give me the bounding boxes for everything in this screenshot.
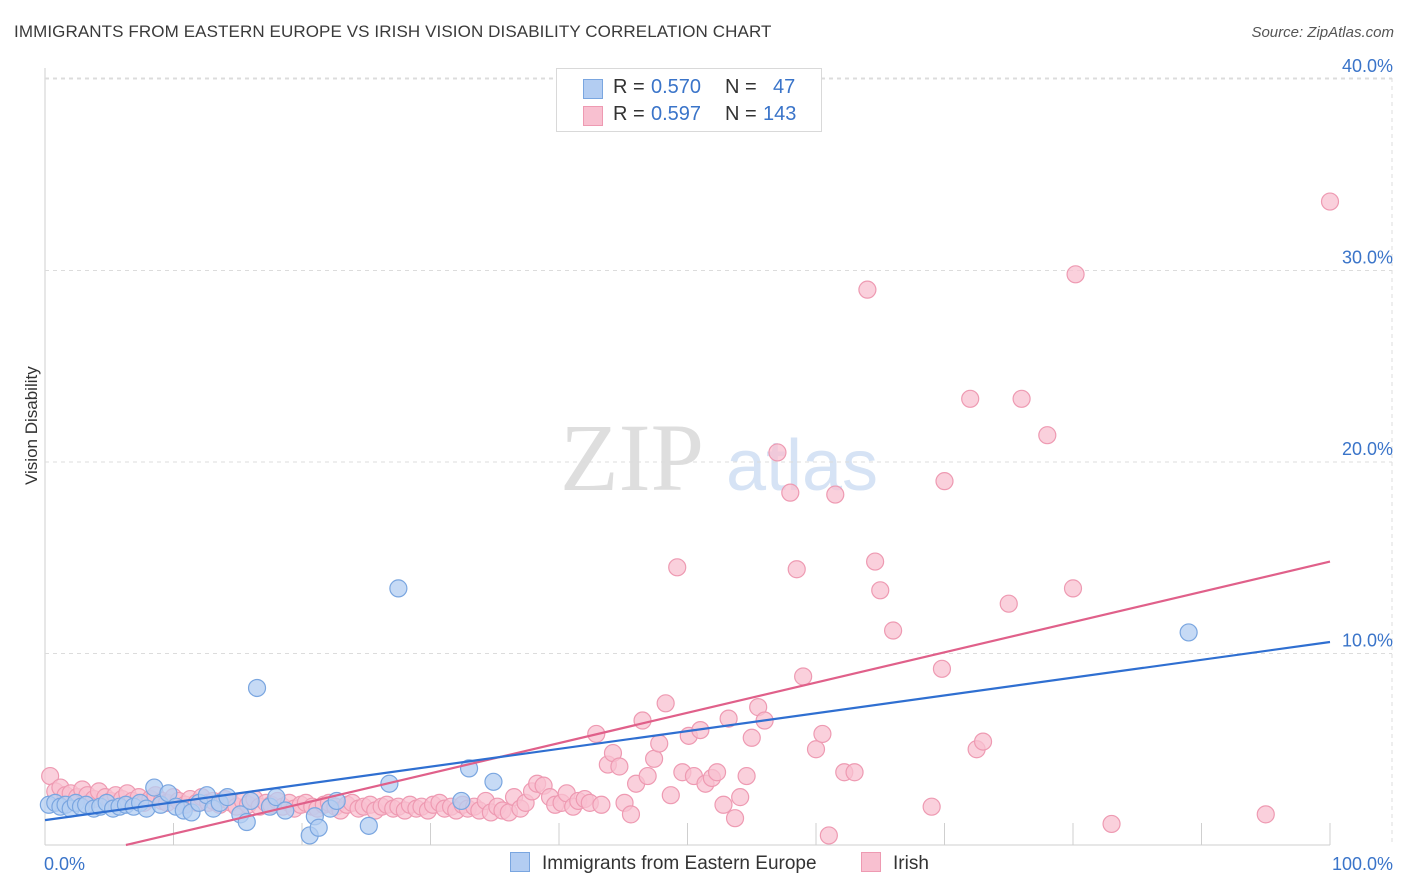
legend-r-label: R = [613,76,645,98]
pink-point [1066,265,1085,284]
pink-point [819,826,838,845]
legend-swatch-pink [583,106,603,126]
bottom-legend-pink: Irish [861,852,929,875]
pink-point [935,472,954,491]
pink-point [737,766,756,786]
watermark-atlas: atlas [726,426,878,506]
pink-point [1063,579,1083,598]
pink-point [806,740,826,759]
pink-point [883,621,903,640]
pink-point [610,757,629,776]
blue-point [389,579,408,598]
blue-trend-line [44,640,1331,822]
pink-point [633,711,652,730]
pink-point [719,709,738,728]
legend-r-label: R = [613,103,645,125]
pink-point [1320,192,1340,211]
pink-point [973,732,993,751]
legend-r-value: 0.570 [651,76,702,98]
pink-point [845,763,864,782]
y-tick-label: 20.0% [1342,439,1393,459]
pink-point [1102,814,1121,834]
pink-point [999,594,1018,613]
x-tick-label: 100.0% [1332,854,1393,874]
legend-n-label: N = [725,103,757,125]
pink-point [826,485,845,504]
bottom-legend-swatch-blue [510,852,530,872]
pink-point [787,560,806,579]
y-tick-label: 40.0% [1342,56,1393,76]
legend-n-label: N = [725,76,757,98]
watermark-zip: ZIP [560,404,704,511]
bottom-legend-blue: Immigrants from Eastern Europe [510,852,817,875]
pink-point [714,795,733,814]
pink-point [592,795,611,814]
pink-point [1038,426,1057,445]
x-tick-label: 0.0% [44,854,85,874]
bottom-legend-swatch-pink [861,852,881,872]
pink-point [794,667,813,686]
legend-stats: R = 0.570 N = 47 R = 0.597 N = 143 [556,68,822,132]
blue-point [276,801,295,820]
blue-point [309,818,328,837]
pink-point [621,805,641,824]
pink-point [644,749,664,768]
pink-point [813,724,832,744]
pink-point [650,734,669,753]
legend-r-value: 0.597 [651,103,702,125]
legend-swatch-blue [583,79,603,99]
blue-point [1179,623,1198,642]
pink-point [731,788,750,807]
pink-trend-line [125,560,1331,847]
pink-point [661,786,680,805]
blue-point [247,678,267,698]
pink-point [656,694,675,713]
pink-point [866,552,885,571]
pink-point [668,558,687,577]
blue-point [159,784,178,803]
pink-point [961,389,980,408]
pink-point [768,443,787,462]
pink-point [725,809,745,828]
y-tick-label: 10.0% [1342,631,1393,651]
blue-point [241,791,260,811]
pink-point [932,659,952,678]
bottom-legend-label-pink: Irish [893,853,929,874]
pink-point [1012,389,1031,408]
legend-n-value: 47 [773,76,796,98]
blue-point [452,791,471,811]
pink-point [742,728,761,747]
pink-point [781,483,800,502]
legend-n-value: 143 [763,103,797,125]
chart-title: IMMIGRANTS FROM EASTERN EUROPE VS IRISH … [14,22,772,41]
blue-point [484,772,503,791]
pink-point [707,763,727,782]
pink-point [638,766,657,786]
pink-point [858,280,877,299]
bottom-legend-label-blue: Immigrants from Eastern Europe [542,853,817,874]
pink-point [1256,805,1275,824]
chart-source: Source: ZipAtlas.com [1251,24,1394,41]
pink-point [871,581,890,600]
pink-point [922,797,941,816]
blue-point [218,788,237,807]
blue-point [359,816,378,835]
y-tick-label: 30.0% [1342,248,1393,268]
